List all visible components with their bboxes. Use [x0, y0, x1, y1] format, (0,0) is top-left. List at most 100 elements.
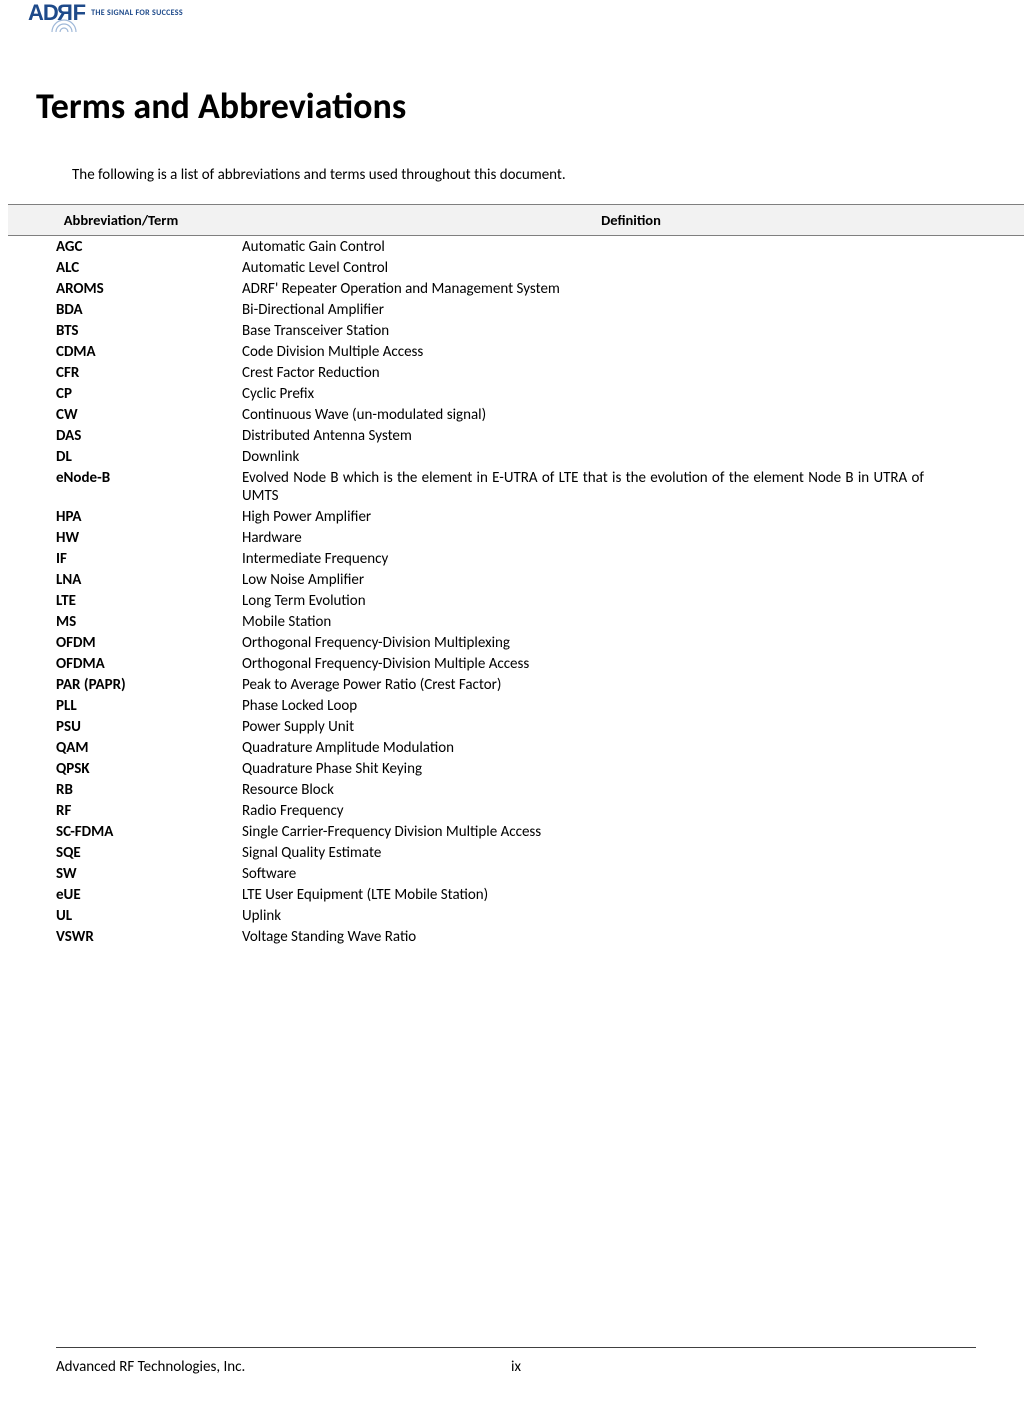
term-cell: eNode-B: [8, 467, 238, 506]
table-row: BTSBase Transceiver Station: [8, 320, 1024, 341]
table-row: CFRCrest Factor Reduction: [8, 362, 1024, 383]
intro-text: The following is a list of abbreviations…: [72, 166, 566, 184]
definition-cell: Resource Block: [238, 779, 1024, 800]
term-cell: AROMS: [8, 278, 238, 299]
table-row: AROMSADRF' Repeater Operation and Manage…: [8, 278, 1024, 299]
term-cell: SW: [8, 863, 238, 884]
definition-cell: Low Noise Amplifier: [238, 569, 1024, 590]
footer-divider: [56, 1347, 976, 1348]
table-row: OFDMAOrthogonal Frequency-Division Multi…: [8, 653, 1024, 674]
table-row: RFRadio Frequency: [8, 800, 1024, 821]
table-row: eNode-BEvolved Node B which is the eleme…: [8, 467, 1024, 506]
term-cell: HPA: [8, 506, 238, 527]
table-row: CPCyclic Prefix: [8, 383, 1024, 404]
logo-arc-icon: [50, 18, 82, 34]
term-cell: BDA: [8, 299, 238, 320]
term-cell: LTE: [8, 590, 238, 611]
definition-cell: Phase Locked Loop: [238, 695, 1024, 716]
definition-cell: Intermediate Frequency: [238, 548, 1024, 569]
definition-cell: ADRF' Repeater Operation and Management …: [238, 278, 1024, 299]
definition-cell: Crest Factor Reduction: [238, 362, 1024, 383]
table-row: SQESignal Quality Estimate: [8, 842, 1024, 863]
definition-cell: Mobile Station: [238, 611, 1024, 632]
definition-cell: Orthogonal Frequency-Division Multiplexi…: [238, 632, 1024, 653]
term-cell: OFDM: [8, 632, 238, 653]
term-cell: CP: [8, 383, 238, 404]
column-header-term: Abbreviation/Term: [8, 205, 238, 236]
term-cell: LNA: [8, 569, 238, 590]
table-row: HWHardware: [8, 527, 1024, 548]
term-cell: PAR (PAPR): [8, 674, 238, 695]
term-cell: RF: [8, 800, 238, 821]
term-cell: AGC: [8, 236, 238, 258]
definition-cell: Code Division Multiple Access: [238, 341, 1024, 362]
table-row: HPAHigh Power Amplifier: [8, 506, 1024, 527]
definition-cell: Software: [238, 863, 1024, 884]
table-row: IFIntermediate Frequency: [8, 548, 1024, 569]
term-cell: UL: [8, 905, 238, 926]
definition-cell: Automatic Level Control: [238, 257, 1024, 278]
table-row: ALCAutomatic Level Control: [8, 257, 1024, 278]
table-row: QPSKQuadrature Phase Shit Keying: [8, 758, 1024, 779]
term-cell: PLL: [8, 695, 238, 716]
definition-cell: LTE User Equipment (LTE Mobile Station): [238, 884, 1024, 905]
footer-page-number: ix: [0, 1358, 1032, 1376]
table-row: RBResource Block: [8, 779, 1024, 800]
definition-cell: Bi-Directional Amplifier: [238, 299, 1024, 320]
definition-cell: High Power Amplifier: [238, 506, 1024, 527]
term-cell: OFDMA: [8, 653, 238, 674]
definition-cell: Peak to Average Power Ratio (Crest Facto…: [238, 674, 1024, 695]
table-row: PLLPhase Locked Loop: [8, 695, 1024, 716]
term-cell: QPSK: [8, 758, 238, 779]
term-cell: PSU: [8, 716, 238, 737]
term-cell: RB: [8, 779, 238, 800]
definition-cell: Single Carrier-Frequency Division Multip…: [238, 821, 1024, 842]
definition-cell: Cyclic Prefix: [238, 383, 1024, 404]
table-row: BDABi-Directional Amplifier: [8, 299, 1024, 320]
definition-cell: Automatic Gain Control: [238, 236, 1024, 258]
definition-cell: Orthogonal Frequency-Division Multiple A…: [238, 653, 1024, 674]
definition-cell: Quadrature Phase Shit Keying: [238, 758, 1024, 779]
table-row: SWSoftware: [8, 863, 1024, 884]
definition-cell: Downlink: [238, 446, 1024, 467]
table-row: CDMACode Division Multiple Access: [8, 341, 1024, 362]
table-row: CWContinuous Wave (un-modulated signal): [8, 404, 1024, 425]
table-header-row: Abbreviation/Term Definition: [8, 205, 1024, 236]
column-header-definition: Definition: [238, 205, 1024, 236]
term-cell: DAS: [8, 425, 238, 446]
table-row: DASDistributed Antenna System: [8, 425, 1024, 446]
table-row: OFDMOrthogonal Frequency-Division Multip…: [8, 632, 1024, 653]
term-cell: IF: [8, 548, 238, 569]
table-row: LTELong Term Evolution: [8, 590, 1024, 611]
table-row: DLDownlink: [8, 446, 1024, 467]
term-cell: BTS: [8, 320, 238, 341]
term-cell: CFR: [8, 362, 238, 383]
definition-cell: Hardware: [238, 527, 1024, 548]
term-cell: CDMA: [8, 341, 238, 362]
term-cell: MS: [8, 611, 238, 632]
term-cell: DL: [8, 446, 238, 467]
definition-cell: Radio Frequency: [238, 800, 1024, 821]
table-row: SC-FDMASingle Carrier-Frequency Division…: [8, 821, 1024, 842]
logo-tagline: THE SIGNAL FOR SUCCESS: [91, 8, 183, 18]
table-row: eUELTE User Equipment (LTE Mobile Statio…: [8, 884, 1024, 905]
definition-cell: Voltage Standing Wave Ratio: [238, 926, 1024, 947]
definition-cell: Quadrature Amplitude Modulation: [238, 737, 1024, 758]
term-cell: SQE: [8, 842, 238, 863]
definition-cell: Distributed Antenna System: [238, 425, 1024, 446]
term-cell: HW: [8, 527, 238, 548]
term-cell: CW: [8, 404, 238, 425]
definition-cell: Base Transceiver Station: [238, 320, 1024, 341]
definition-cell: Continuous Wave (un-modulated signal): [238, 404, 1024, 425]
table-row: QAMQuadrature Amplitude Modulation: [8, 737, 1024, 758]
table-row: AGCAutomatic Gain Control: [8, 236, 1024, 258]
definition-cell: Uplink: [238, 905, 1024, 926]
term-cell: QAM: [8, 737, 238, 758]
table-row: LNALow Noise Amplifier: [8, 569, 1024, 590]
term-cell: eUE: [8, 884, 238, 905]
page-title: Terms and Abbreviations: [36, 84, 406, 128]
definition-cell: Evolved Node B which is the element in E…: [238, 467, 1024, 506]
table-row: ULUplink: [8, 905, 1024, 926]
definition-cell: Power Supply Unit: [238, 716, 1024, 737]
definition-cell: Long Term Evolution: [238, 590, 1024, 611]
